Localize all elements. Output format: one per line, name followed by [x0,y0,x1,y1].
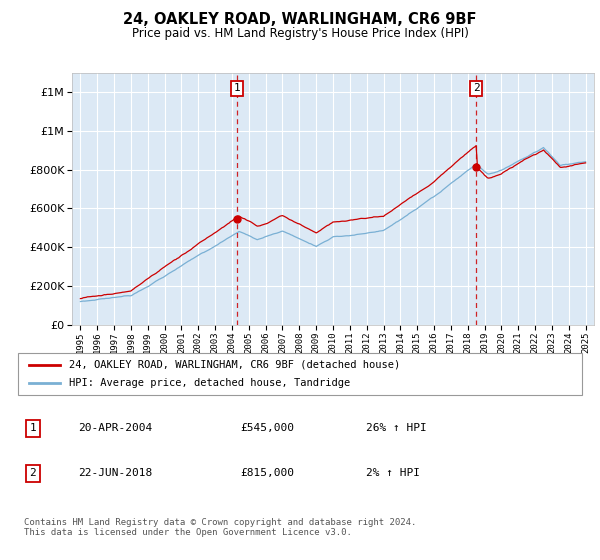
Text: 24, OAKLEY ROAD, WARLINGHAM, CR6 9BF: 24, OAKLEY ROAD, WARLINGHAM, CR6 9BF [123,12,477,27]
Text: 24, OAKLEY ROAD, WARLINGHAM, CR6 9BF (detached house): 24, OAKLEY ROAD, WARLINGHAM, CR6 9BF (de… [69,360,400,370]
Text: 26% ↑ HPI: 26% ↑ HPI [366,423,427,433]
Text: HPI: Average price, detached house, Tandridge: HPI: Average price, detached house, Tand… [69,379,350,389]
Text: Price paid vs. HM Land Registry's House Price Index (HPI): Price paid vs. HM Land Registry's House … [131,27,469,40]
Text: 2% ↑ HPI: 2% ↑ HPI [366,468,420,478]
Text: £815,000: £815,000 [240,468,294,478]
FancyBboxPatch shape [18,353,582,395]
Text: 1: 1 [29,423,37,433]
Text: 20-APR-2004: 20-APR-2004 [78,423,152,433]
Text: Contains HM Land Registry data © Crown copyright and database right 2024.
This d: Contains HM Land Registry data © Crown c… [24,518,416,538]
Text: 22-JUN-2018: 22-JUN-2018 [78,468,152,478]
Text: 2: 2 [473,83,479,94]
Text: 2: 2 [29,468,37,478]
Text: £545,000: £545,000 [240,423,294,433]
Text: 1: 1 [233,83,241,94]
